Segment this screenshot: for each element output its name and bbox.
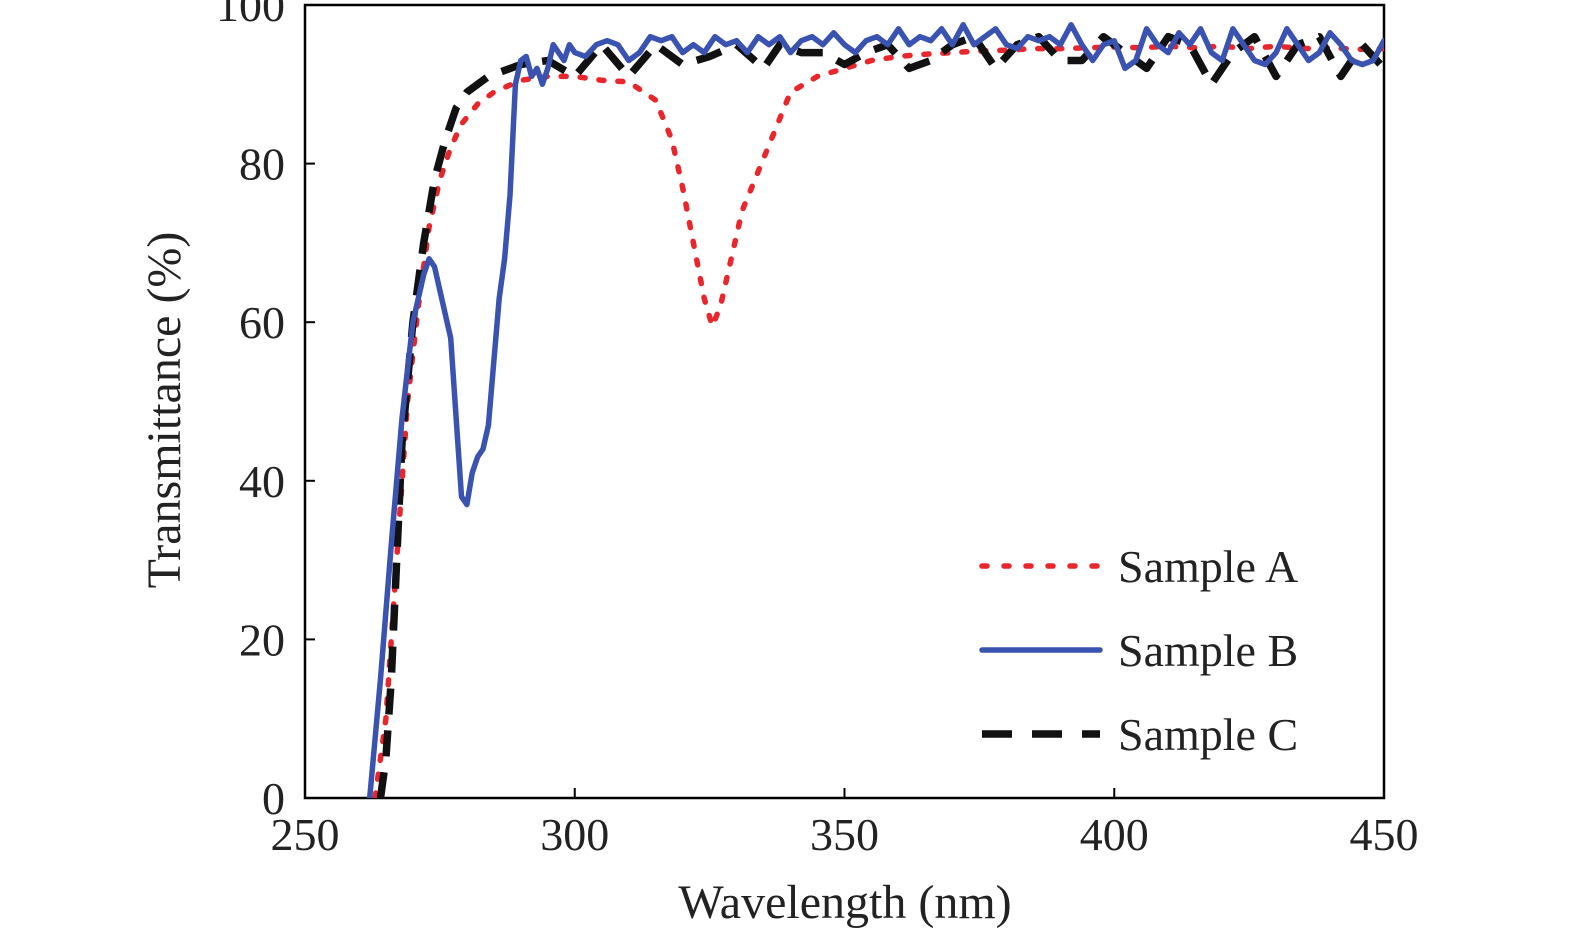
series-line-sample-a [372,43,1384,798]
y-tick-label: 60 [239,297,285,348]
legend-label-sample-a: Sample A [1118,541,1298,592]
y-tick-label: 80 [239,139,285,190]
y-tick-label: 40 [239,456,285,507]
y-axis-title: Transmittance (%) [138,232,191,589]
y-tick-label: 0 [262,773,285,824]
x-tick-label: 350 [810,809,879,860]
series-line-sample-b [366,22,1384,798]
plot-frame [303,3,1386,800]
series-line-sample-c [376,32,1384,798]
series-layer [366,22,1384,798]
legend-label-sample-c: Sample C [1118,709,1298,760]
x-tick-label: 300 [540,809,609,860]
x-axis-title: Wavelength (nm) [678,876,1011,929]
legend: Sample A Sample B Sample C [979,541,1298,760]
x-tick-label: 450 [1350,809,1419,860]
y-tick-label: 20 [239,614,285,665]
axes-layer: 250 300 350 400 450 0 20 40 60 80 100 [216,0,1419,860]
y-tick-label: 100 [216,0,285,31]
x-tick-label: 400 [1080,809,1149,860]
legend-label-sample-b: Sample B [1118,625,1298,676]
x-tick-label: 250 [271,809,340,860]
